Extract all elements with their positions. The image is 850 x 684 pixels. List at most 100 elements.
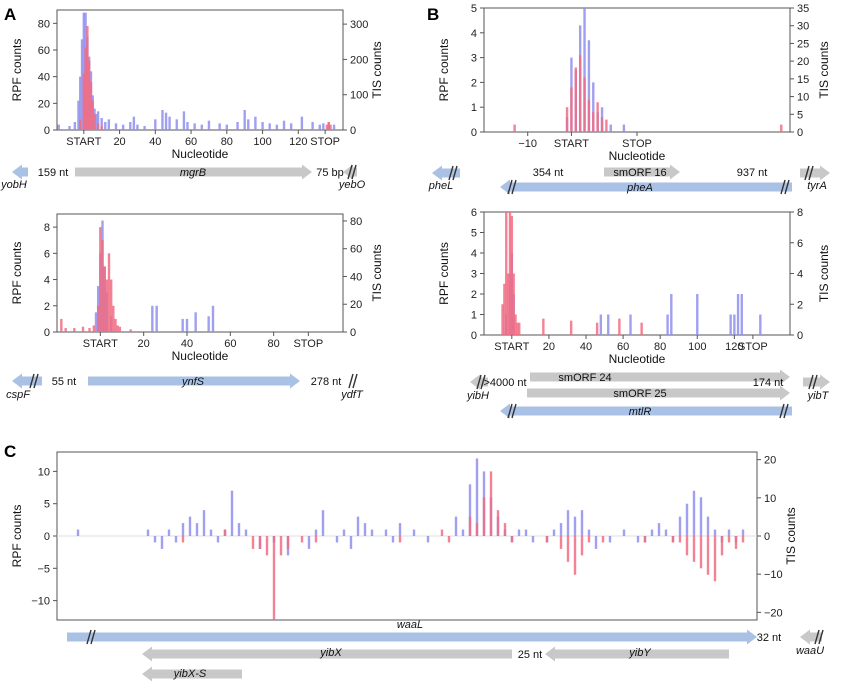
gap-label: 278 nt bbox=[311, 376, 342, 388]
bar-rpf bbox=[741, 536, 745, 543]
bar-rpf bbox=[105, 279, 109, 332]
bar-tis bbox=[289, 123, 293, 130]
y-tick-label: 4 bbox=[44, 275, 50, 287]
bar-rpf bbox=[513, 124, 516, 132]
bar-tis bbox=[218, 123, 221, 130]
bar-rpf bbox=[605, 119, 608, 132]
series-tis bbox=[76, 458, 745, 556]
y-tick-label: 4 bbox=[471, 28, 477, 40]
y-tick-label: 0 bbox=[471, 127, 477, 139]
bar-tis bbox=[73, 122, 77, 130]
gene-arrow-yibx-s bbox=[142, 666, 242, 682]
gene-label-yibx-s: yibX-S bbox=[173, 668, 207, 680]
bar-tis bbox=[168, 116, 171, 130]
gene-label-phea: pheA bbox=[626, 182, 653, 194]
bar-rpf bbox=[489, 471, 493, 536]
bar-rpf bbox=[505, 212, 508, 335]
bar-tis bbox=[76, 529, 80, 536]
bar-tis bbox=[559, 523, 563, 536]
bar-rpf bbox=[468, 516, 472, 536]
y2-tick-label: 35 bbox=[797, 3, 809, 15]
bar-rpf bbox=[565, 107, 569, 132]
bar-tis bbox=[129, 122, 132, 130]
bar-tis bbox=[194, 312, 197, 332]
bar-tis bbox=[202, 510, 206, 536]
bar-tis bbox=[342, 529, 346, 536]
x-tick-label: STOP bbox=[738, 341, 768, 353]
y-tick-label: 5 bbox=[471, 228, 477, 240]
bar-tis bbox=[216, 536, 220, 543]
bar-tis bbox=[57, 124, 60, 130]
gene-arrow-smorf25 bbox=[527, 385, 790, 401]
x-tick-label: START bbox=[83, 338, 118, 350]
bar-rpf bbox=[518, 322, 521, 335]
bar-tis bbox=[607, 314, 610, 335]
gap-label: 75 bp bbox=[316, 167, 344, 179]
bar-tis bbox=[247, 119, 250, 130]
break-mark bbox=[784, 179, 790, 195]
bar-tis bbox=[225, 124, 229, 130]
gene-label-mtlr: mtlR bbox=[629, 406, 652, 418]
break-mark bbox=[86, 629, 92, 645]
bar-tis bbox=[587, 40, 591, 132]
y2-axis-title: TIS counts bbox=[817, 41, 831, 98]
bar-tis bbox=[759, 314, 762, 335]
series-tis bbox=[57, 12, 336, 131]
bar-rpf bbox=[286, 536, 290, 549]
bar-tis bbox=[237, 523, 241, 536]
x-tick-label: 60 bbox=[617, 341, 629, 353]
bar-rpf bbox=[60, 318, 63, 332]
bar-rpf bbox=[514, 314, 517, 335]
bar-rpf bbox=[279, 536, 283, 556]
y2-tick-label: 100 bbox=[350, 90, 368, 102]
gene-label-ynfs: ynfS bbox=[181, 376, 205, 388]
bar-tis bbox=[211, 305, 215, 332]
bar-tis bbox=[155, 305, 158, 332]
gene-arrow-ynfs bbox=[88, 373, 300, 389]
bar-rpf bbox=[780, 124, 783, 132]
panel-label-c: C bbox=[4, 442, 16, 461]
bar-tis bbox=[335, 536, 339, 543]
gene-label-yiby: yibY bbox=[628, 647, 651, 659]
panel-label-a: A bbox=[4, 5, 16, 24]
bar-rpf bbox=[96, 305, 100, 332]
x-tick-label: START bbox=[554, 138, 589, 150]
bar-rpf bbox=[573, 536, 577, 575]
bar-rpf bbox=[99, 227, 102, 332]
bar-rpf bbox=[265, 536, 269, 556]
bar-rpf bbox=[508, 212, 512, 335]
break-mark bbox=[452, 165, 458, 181]
bar-tis bbox=[696, 294, 699, 335]
bar-tis bbox=[370, 529, 374, 536]
x-tick-label: 100 bbox=[688, 341, 706, 353]
bar-rpf bbox=[596, 102, 599, 132]
series-rpf bbox=[79, 26, 332, 131]
bar-tis bbox=[282, 120, 286, 130]
break-mark bbox=[29, 373, 35, 389]
break-mark bbox=[808, 374, 814, 390]
bar-tis bbox=[121, 124, 125, 130]
bar-tis bbox=[727, 529, 731, 536]
y2-tick-label: 30 bbox=[797, 21, 809, 33]
bar-tis bbox=[275, 124, 279, 130]
bar-rpf bbox=[580, 536, 584, 556]
y-tick-label: −5 bbox=[37, 563, 50, 575]
break-mark bbox=[351, 164, 357, 180]
y-tick-label: 3 bbox=[471, 269, 477, 281]
bar-tis bbox=[209, 529, 213, 536]
bar-rpf bbox=[81, 326, 85, 332]
x-tick-label: 120 bbox=[289, 136, 307, 148]
bar-rpf bbox=[223, 529, 227, 536]
bar-tis bbox=[321, 510, 325, 536]
bar-rpf bbox=[129, 329, 132, 332]
bar-rpf bbox=[501, 304, 504, 335]
bar-tis bbox=[599, 314, 603, 335]
bar-tis bbox=[182, 111, 186, 130]
bar-tis bbox=[678, 516, 682, 536]
y-axis-title: RPF counts bbox=[10, 242, 24, 305]
bar-rpf bbox=[713, 536, 717, 582]
y-tick-label: 3 bbox=[471, 53, 477, 65]
break-mark bbox=[780, 179, 786, 195]
